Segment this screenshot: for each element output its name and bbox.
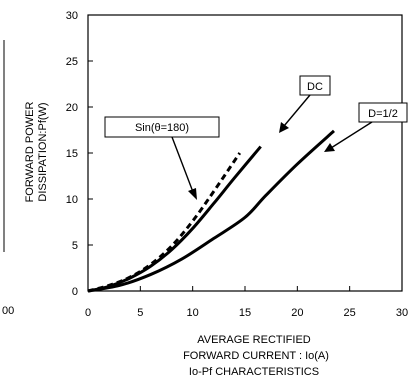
x-ticks: 0 5 10 15 20 25 30 <box>85 286 408 319</box>
y-tick-label: 20 <box>66 102 78 114</box>
callout-sin180-box <box>104 116 220 138</box>
x-tick-label: 10 <box>187 307 199 319</box>
y-ticks: 0 5 10 15 20 25 30 <box>66 10 93 298</box>
callout-sin180-label: Sin(θ=180) <box>135 122 189 134</box>
x-axis-title-line2: FORWARD CURRENT : Io(A) <box>183 350 329 362</box>
series-line-d-1-2 <box>87 129 335 293</box>
callout-dc: DC <box>279 75 331 133</box>
x-tick-label: 0 <box>85 307 91 319</box>
x-axis-title-line1: AVERAGE RECTIFIED <box>197 334 311 346</box>
callout-d-half-arrowhead <box>324 143 335 152</box>
callout-sin180-arrowhead <box>188 188 197 200</box>
callout-d-half-arrow <box>330 121 373 149</box>
callout-d-half-box <box>358 102 408 123</box>
y-tick-label: 30 <box>66 10 78 22</box>
y-tick-label: 5 <box>72 240 78 252</box>
x-tick-label: 25 <box>344 307 356 319</box>
x-tick-label: 30 <box>396 307 408 319</box>
y-axis-title-line2: DISSIPATION:Pf(W) <box>37 102 49 201</box>
callout-dc-arrowhead <box>279 122 289 133</box>
y-tick-label: 25 <box>66 56 78 68</box>
x-tick-label: 20 <box>291 307 303 319</box>
y-tick-label: 15 <box>66 148 78 160</box>
series-layer <box>87 129 335 293</box>
x-tick-label: 5 <box>137 307 143 319</box>
callout-sin180: Sin(θ=180) <box>104 116 220 200</box>
y-axis-title-line1: FORWARD POWER <box>24 102 36 203</box>
chart-caption: Io-Pf CHARACTERISTICS <box>189 366 319 378</box>
y-tick-label: 0 <box>72 286 78 298</box>
series-line-dc <box>87 145 262 293</box>
left-partial-label: 00 <box>2 305 14 317</box>
callout-dc-arrow <box>283 94 311 127</box>
x-tick-label: 15 <box>239 307 251 319</box>
plot-frame <box>87 14 403 292</box>
callout-sin180-arrow <box>171 136 194 193</box>
callout-d-half: D=1/2 <box>324 102 408 152</box>
callout-dc-label: DC <box>307 81 323 93</box>
callout-dc-box <box>299 75 331 96</box>
callout-d-half-label: D=1/2 <box>368 108 398 120</box>
y-tick-label: 10 <box>66 194 78 206</box>
